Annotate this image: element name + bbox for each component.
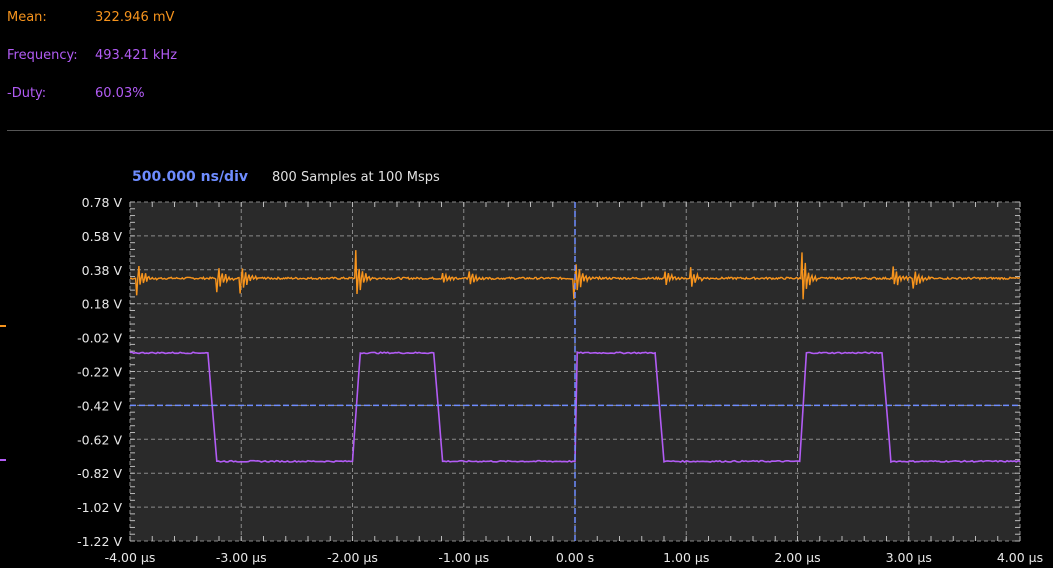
y-tick-label: -1.02 V [77,500,122,515]
y-tick-label: -0.82 V [77,466,122,481]
channel-2-trace [129,351,1021,464]
measurement-label: Mean: [7,10,47,25]
x-tick-label: -1.00 µs [438,550,489,565]
sample-info: 800 Samples at 100 Msps [272,170,440,185]
x-tick-label: -2.00 µs [327,550,378,565]
y-tick-label: -0.22 V [77,365,122,380]
x-tick-label: 0.00 s [556,550,594,565]
x-tick-label: 1.00 µs [663,550,709,565]
x-tick-label: -4.00 µs [105,550,156,565]
x-tick-label: 3.00 µs [886,550,932,565]
y-tick-label: -0.02 V [77,331,122,346]
x-tick-label: 2.00 µs [774,550,820,565]
y-tick-label: -1.22 V [77,534,122,549]
measurement-value: 322.946 mV [95,10,175,25]
measurement-label: Frequency: [7,48,78,63]
divider [7,130,1053,131]
measurement-value: 60.03% [95,86,145,101]
y-tick-label: -0.42 V [77,398,122,413]
measurement-value: 493.421 kHz [95,48,178,63]
y-tick-label: 0.38 V [82,263,123,278]
y-tick-label: 0.78 V [82,195,123,210]
timebase-label[interactable]: 500.000 ns/div [132,169,248,185]
x-tick-label: -3.00 µs [216,550,267,565]
y-tick-label: 0.18 V [82,297,123,312]
y-tick-label: -0.62 V [77,432,122,447]
y-tick-label: 0.58 V [82,229,123,244]
x-tick-label: 4.00 µs [997,550,1043,565]
measurement-label: -Duty: [7,86,47,101]
